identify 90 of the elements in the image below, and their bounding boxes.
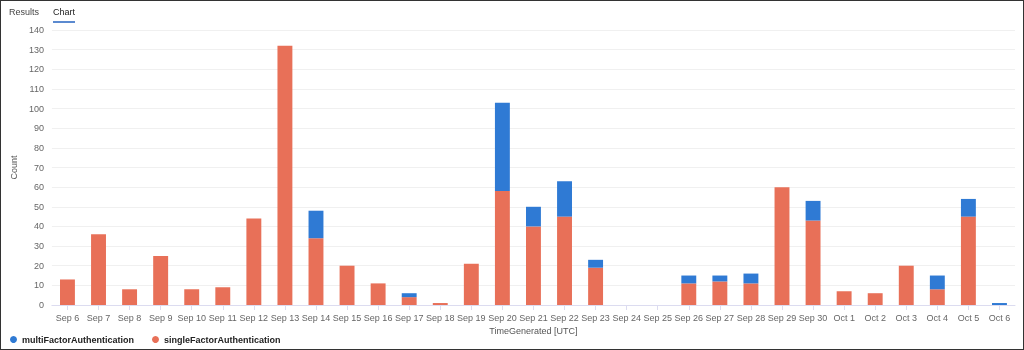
x-tick-label: Sep 28: [736, 312, 766, 323]
bar: [401, 297, 417, 305]
x-tick-label: Sep 8: [117, 312, 142, 323]
bar: [712, 281, 728, 305]
x-tick-label: Sep 17: [394, 312, 424, 323]
y-tick-label: 130: [28, 44, 44, 55]
x-tick-label: Sep 23: [581, 312, 610, 323]
bar: [588, 259, 604, 268]
y-tick-label: 70: [33, 162, 44, 173]
bar: [277, 45, 293, 305]
bar: [867, 293, 883, 305]
x-tick-label: Sep 15: [332, 312, 362, 323]
bar: [91, 234, 106, 305]
bar: [774, 187, 790, 305]
bar: [184, 289, 200, 305]
bar: [588, 267, 604, 305]
text: Results: [9, 7, 40, 19]
bar: [929, 289, 945, 305]
x-tick-label: Oct 3: [895, 312, 918, 323]
y-axis-title: Count: [8, 155, 19, 180]
bar: [898, 265, 914, 305]
x-tick-label: Sep 13: [270, 312, 300, 323]
y-tick-label: 40: [33, 221, 44, 232]
x-tick-label: Sep 16: [363, 312, 393, 323]
bar: [494, 191, 510, 305]
y-tick-label: 100: [28, 103, 44, 114]
y-tick-label: 60: [33, 182, 44, 193]
bar: [805, 220, 821, 305]
x-tick-label: Sep 22: [550, 312, 579, 323]
bar: [308, 210, 324, 239]
y-tick-label: 10: [33, 280, 44, 291]
bar: [339, 265, 355, 305]
bar: [122, 289, 138, 305]
legend-label: multiFactorAuthentication: [22, 334, 134, 345]
bar: [960, 216, 976, 305]
x-tick-label: Sep 20: [488, 312, 517, 323]
bar: [557, 216, 572, 305]
bar: [246, 218, 262, 305]
x-tick-label: Sep 30: [798, 312, 828, 323]
bar: [805, 200, 821, 221]
x-tick-label: Sep 27: [705, 312, 735, 323]
bar: [836, 291, 852, 305]
y-tick-label: 90: [33, 123, 44, 134]
bar: [557, 181, 572, 217]
x-tick-label: Sep 11: [208, 312, 237, 323]
x-tick-label: Sep 19: [457, 312, 486, 323]
bar: [743, 283, 759, 305]
bar: [215, 287, 231, 305]
bar: [681, 283, 697, 305]
y-tick-label: 110: [29, 83, 44, 94]
bar: [370, 283, 386, 305]
bar: [401, 293, 417, 298]
x-tick-label: Sep 14: [301, 312, 331, 323]
y-tick-label: 30: [33, 241, 44, 252]
x-tick-label: Sep 18: [425, 312, 455, 323]
bar: [526, 206, 541, 227]
bar: [526, 226, 541, 305]
legend-label: singleFactorAuthentication: [164, 334, 281, 345]
x-tick-label: Sep 10: [177, 312, 206, 323]
x-tick-label: Sep 6: [55, 312, 80, 323]
y-tick-label: 0: [38, 300, 44, 310]
x-tick-label: Oct 6: [988, 312, 1011, 323]
bar: [308, 238, 324, 305]
x-tick-label: Sep 7: [86, 312, 111, 323]
y-tick-label: 120: [28, 64, 44, 75]
x-tick-label: Oct 5: [957, 312, 980, 323]
text: Chart: [53, 7, 76, 23]
bar: [494, 102, 510, 192]
y-tick-label: 80: [33, 142, 44, 153]
bar: [929, 275, 945, 290]
x-axis-title: TimeGenerated [UTC]: [489, 326, 578, 337]
x-tick-label: Sep 24: [612, 312, 641, 323]
y-tick-label: 140: [28, 25, 44, 35]
x-tick-label: Sep 26: [674, 312, 704, 323]
bar: [960, 198, 976, 217]
y-tick-label: 20: [33, 260, 44, 271]
bar: [59, 279, 75, 305]
bar: [463, 263, 479, 305]
x-tick-label: Sep 29: [767, 312, 797, 323]
x-tick-label: Sep 21: [519, 312, 548, 323]
x-tick-label: Sep 9: [148, 312, 173, 323]
bar: [681, 275, 697, 284]
x-tick-label: Sep 25: [643, 312, 672, 323]
x-tick-label: Oct 4: [926, 312, 949, 323]
y-tick-label: 50: [33, 201, 44, 212]
x-tick-label: Sep 12: [239, 312, 269, 323]
x-tick-label: Oct 1: [833, 312, 855, 323]
bar: [153, 255, 169, 305]
bar: [743, 273, 759, 284]
x-tick-label: Oct 2: [864, 312, 886, 323]
